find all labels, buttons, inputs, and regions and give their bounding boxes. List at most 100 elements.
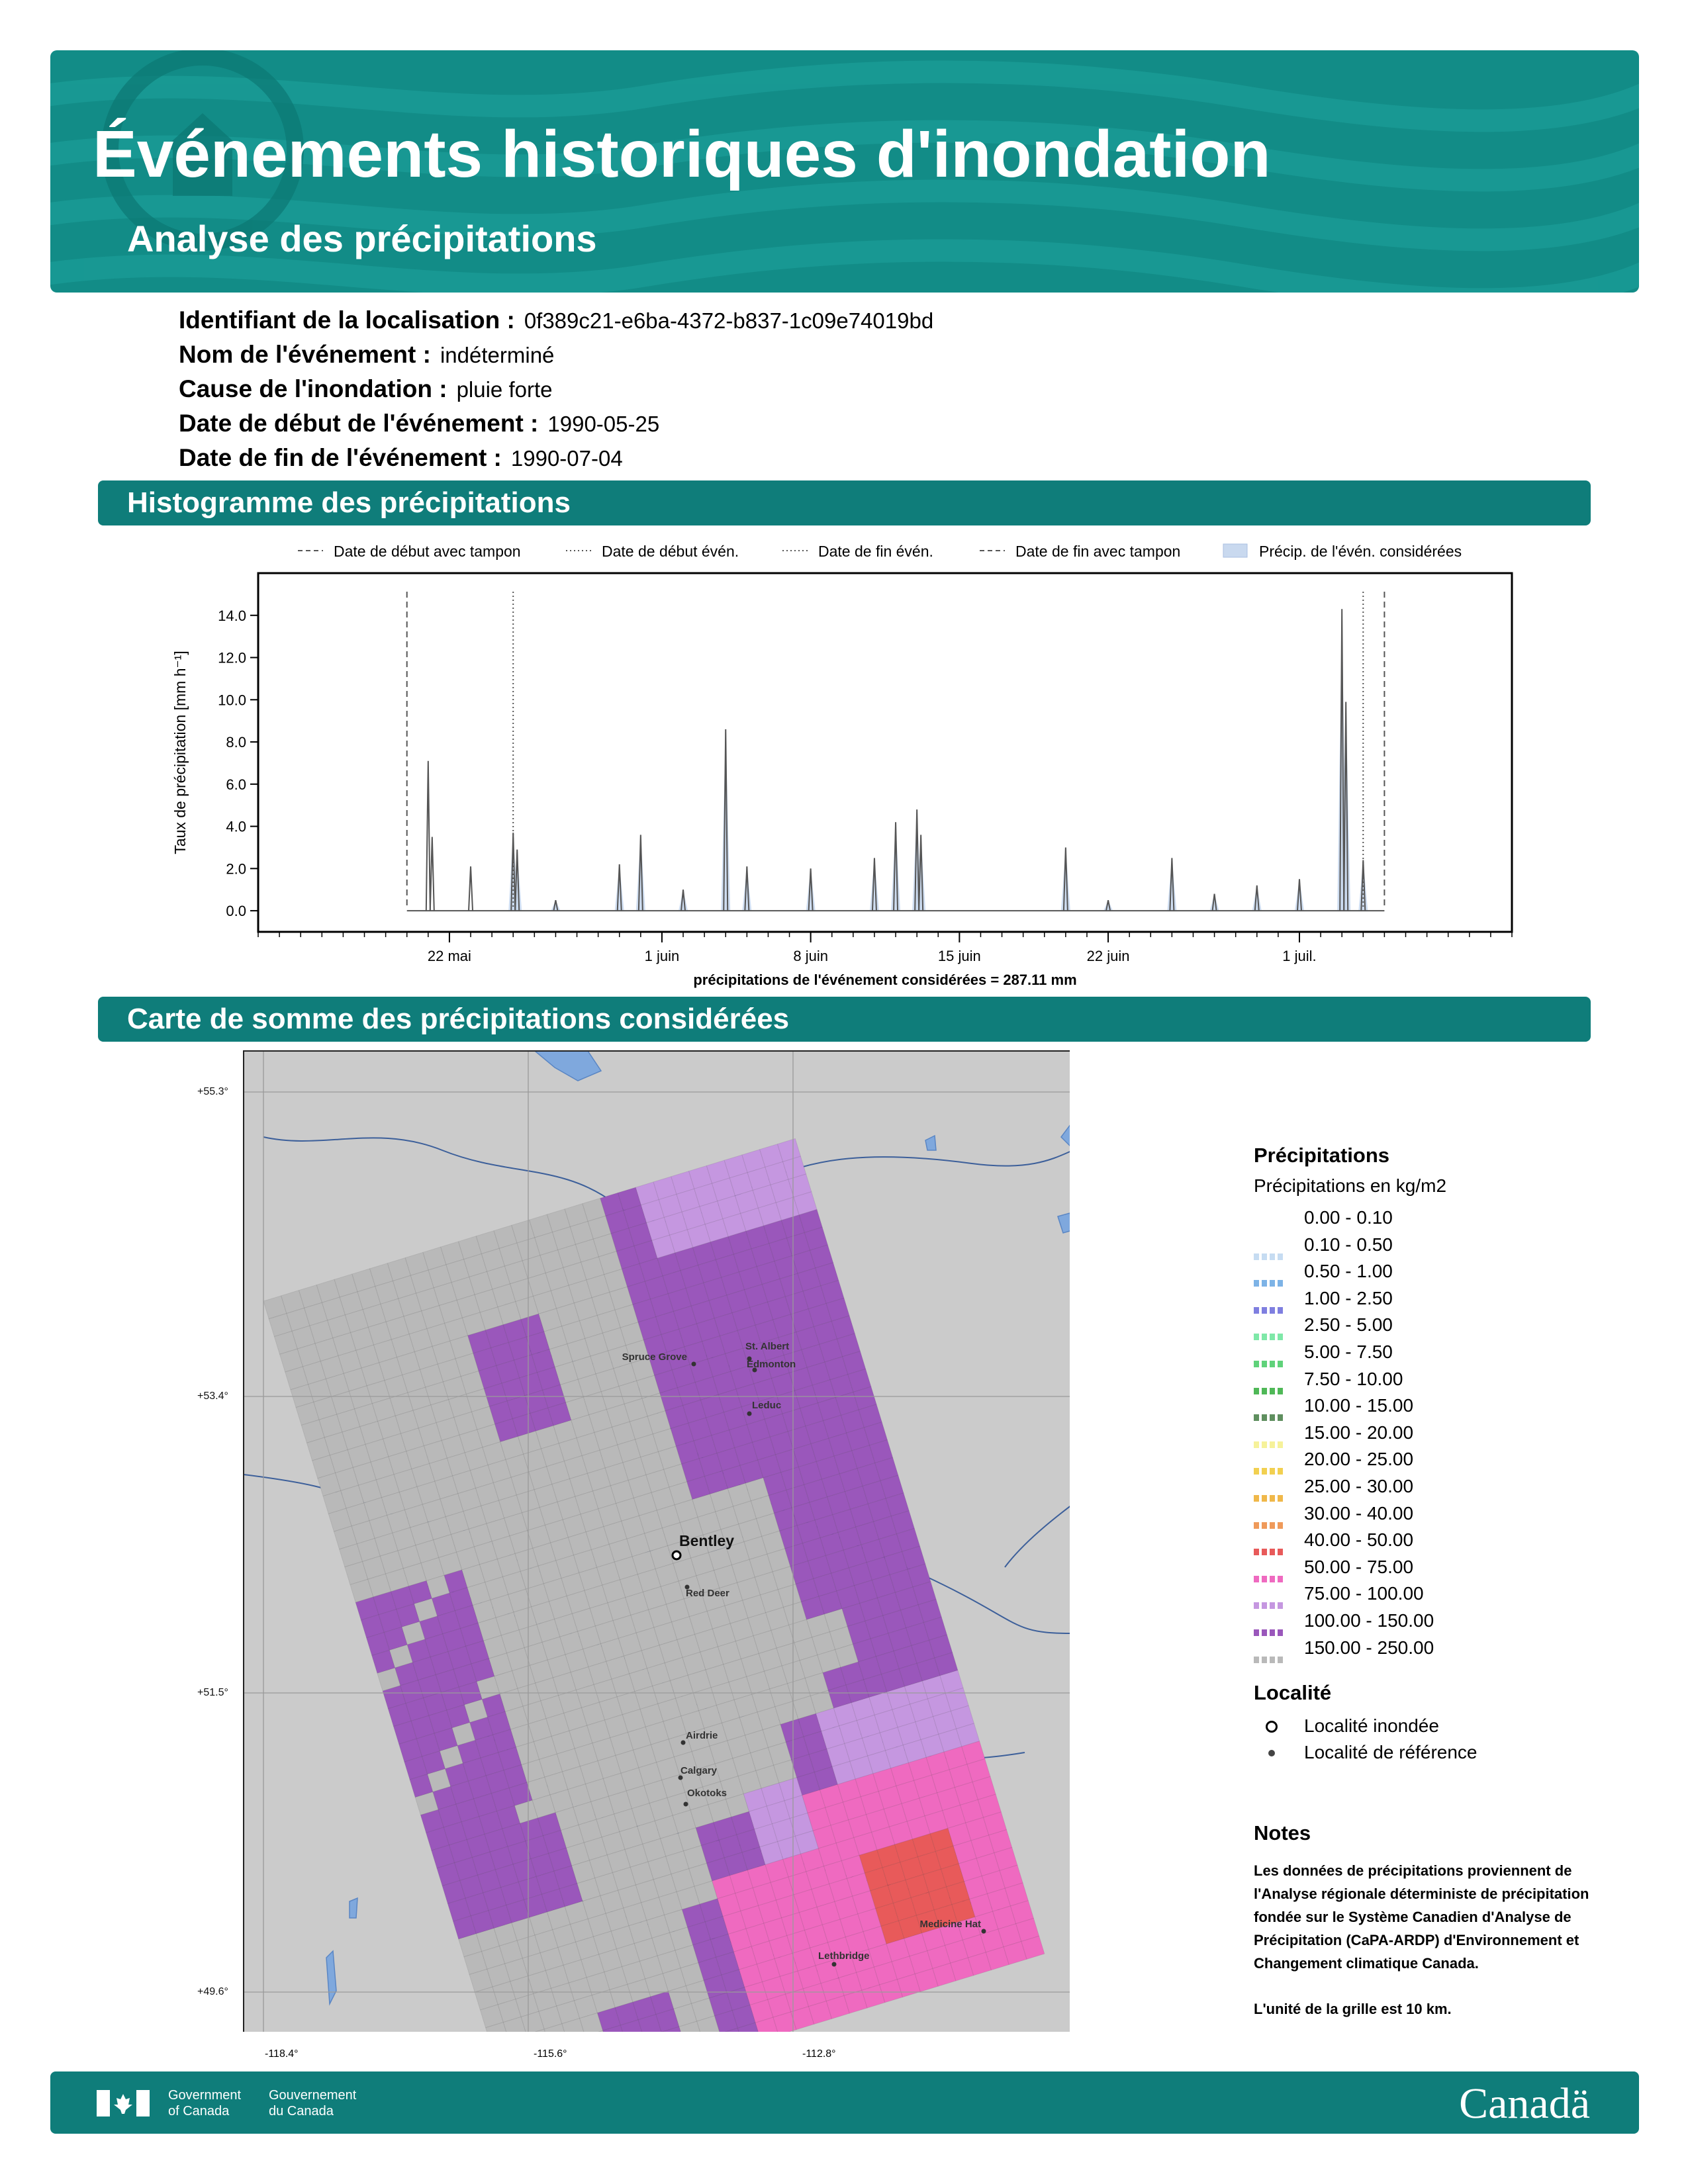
y-tick-1: 2.0	[226, 860, 246, 877]
y-tick-5: 10.0	[218, 692, 246, 708]
legend-swatch	[1254, 1375, 1284, 1394]
legend-swatch	[1254, 1510, 1284, 1529]
x-tick-3: 15 juin	[938, 948, 981, 964]
canada-flag-icon	[97, 2090, 150, 2116]
footer-bar: Government of Canada Gouvernement du Can…	[50, 2071, 1639, 2134]
meta-row-cause: Cause de l'inondation : pluie forte	[179, 375, 553, 402]
precip-bar-5	[553, 899, 559, 911]
place-calgary: Calgary	[678, 1765, 718, 1780]
legend-entry-0: Date de début avec tampon	[298, 543, 521, 560]
lat-label-553: +55.3°	[197, 1086, 228, 1097]
lat-label-534: +53.4°	[197, 1390, 228, 1402]
gov-name-en: Government of Canada	[168, 2088, 242, 2118]
precip-bar-19	[1211, 893, 1217, 911]
legend-class-label: 1.00 - 2.50	[1304, 1287, 1393, 1308]
section-histogram-header: Histogramme des précipitations	[98, 480, 1591, 525]
place-lethbridge: Lethbridge	[818, 1950, 870, 1967]
legend-class-label: 100.00 - 150.00	[1304, 1610, 1434, 1631]
x-tick-0: 22 mai	[428, 948, 471, 964]
x-axis-label: précipitations de l'événement considérée…	[693, 972, 1076, 988]
legend-class-label: 7.50 - 10.00	[1304, 1368, 1403, 1389]
legend-class-label: 40.00 - 50.00	[1304, 1529, 1414, 1551]
notes-grid-unit: L'unité de la grille est 10 km.	[1254, 2001, 1452, 2017]
legend-class-label: 50.00 - 75.00	[1304, 1556, 1414, 1577]
y-tick-2: 4.0	[226, 819, 246, 835]
svg-text:Airdrie: Airdrie	[686, 1730, 718, 1741]
place-spruce-grove: Spruce Grove	[622, 1351, 696, 1367]
x-tick-1: 1 juin	[645, 948, 680, 964]
svg-text:Edmonton: Edmonton	[747, 1359, 796, 1370]
legend-class-label: 30.00 - 40.00	[1304, 1502, 1414, 1524]
legend-class-label: 75.00 - 100.00	[1304, 1583, 1424, 1604]
legend-swatch	[1254, 1590, 1284, 1610]
x-tick-4: 22 juin	[1087, 948, 1130, 964]
precip-bar-8	[680, 889, 686, 911]
meta-row-start-date: Date de début de l'événement : 1990-05-2…	[179, 410, 660, 437]
lat-label-515: +51.5°	[197, 1687, 228, 1698]
precipitation-sum-map: Spruce Grove St. Albert Edmonton Leduc Bentl…	[197, 1050, 1070, 2032]
notes-title: Notes	[1254, 1821, 1311, 1844]
place-okotoks: Okotoks	[683, 1788, 727, 1807]
precip-bar-24	[1360, 860, 1366, 911]
event-metadata: Identifiant de la localisation : 0f389c2…	[179, 303, 933, 475]
precip-bar-7	[637, 835, 643, 911]
lat-label-496: +49.6°	[197, 1986, 228, 1997]
legend-swatch	[1254, 1617, 1284, 1636]
y-tick-0: 0.0	[226, 903, 246, 919]
legend-class-label: 5.00 - 7.50	[1304, 1342, 1393, 1362]
svg-text:Medicine Hat: Medicine Hat	[919, 1919, 981, 1930]
legend-swatch	[1254, 1267, 1284, 1287]
dot-icon	[1268, 1750, 1275, 1756]
legend-entry-1: Date de début évén.	[566, 543, 739, 560]
svg-text:Date de fin évén.: Date de fin évén.	[818, 543, 933, 560]
map-legend-subtitle: Précipitations en kg/m2	[1254, 1175, 1447, 1196]
legend-class-label: 25.00 - 30.00	[1304, 1476, 1414, 1496]
precip-bar-12	[871, 858, 877, 911]
notes-block: Notes Les données de précipitations prov…	[1254, 1821, 1624, 2021]
legend-swatch	[1254, 1348, 1284, 1367]
precip-bar-16	[1062, 847, 1068, 911]
svg-text:Calgary: Calgary	[680, 1765, 718, 1776]
precipitation-grid	[263, 1138, 1045, 2032]
meta-row-location-id: Identifiant de la localisation : 0f389c2…	[179, 306, 934, 334]
y-tick-6: 12.0	[218, 650, 246, 666]
precip-bar-6	[616, 864, 622, 911]
page-title: Événements historiques d'inondation	[93, 117, 1271, 191]
svg-text:Red Deer: Red Deer	[686, 1588, 729, 1599]
place-airdrie: Airdrie	[680, 1730, 718, 1745]
legend-swatch	[1254, 1536, 1284, 1556]
canada-wordmark: Canadä	[1459, 2079, 1590, 2128]
svg-text:Lethbridge: Lethbridge	[818, 1950, 870, 1962]
svg-text:Spruce Grove: Spruce Grove	[622, 1351, 687, 1363]
x-tick-2: 8 juin	[793, 948, 828, 964]
legend-class-label: 10.00 - 15.00	[1304, 1395, 1414, 1416]
legend-entry-4: Précip. de l'évén. considérées	[1223, 543, 1462, 560]
lon-label-1184: -118.4°	[265, 2048, 299, 2060]
svg-text:Leduc: Leduc	[752, 1400, 781, 1411]
precip-bar-23	[1343, 702, 1349, 911]
place-leduc: Leduc	[747, 1400, 781, 1416]
precipitation-histogram: Date de début avec tampon Date de début é…	[171, 543, 1513, 988]
legend-entry-2: Date de fin évén.	[782, 543, 933, 560]
legend-swatch	[1254, 1644, 1284, 1663]
legend-swatch	[1254, 1402, 1284, 1422]
precip-bar-3	[510, 833, 516, 911]
house-icon	[101, 50, 304, 251]
places-layer: Spruce Grove St. Albert Edmonton Leduc Bentl…	[622, 1341, 986, 1967]
precip-bar-2	[468, 866, 474, 911]
svg-text:Date de début avec tampon: Date de début avec tampon	[334, 543, 521, 560]
svg-text:Bentley: Bentley	[679, 1532, 734, 1549]
place-st-albert: St. Albert	[745, 1341, 789, 1361]
gov-name-fr: Gouvernement du Canada	[269, 2088, 357, 2118]
place-bentley: Bentley	[671, 1532, 734, 1561]
y-tick-4: 8.0	[226, 734, 246, 751]
svg-text:Date de fin avec tampon: Date de fin avec tampon	[1015, 543, 1180, 560]
legend-class-label: 0.00 - 0.10	[1304, 1207, 1393, 1228]
legend-swatch	[1254, 1482, 1284, 1502]
banner-wave-pattern	[50, 50, 1639, 293]
graticule	[244, 1051, 1070, 2032]
plot-frame	[257, 572, 1513, 933]
legend-swatch	[1254, 1455, 1284, 1475]
x-tick-5: 1 juil.	[1282, 948, 1316, 964]
svg-text:Okotoks: Okotoks	[687, 1788, 727, 1799]
